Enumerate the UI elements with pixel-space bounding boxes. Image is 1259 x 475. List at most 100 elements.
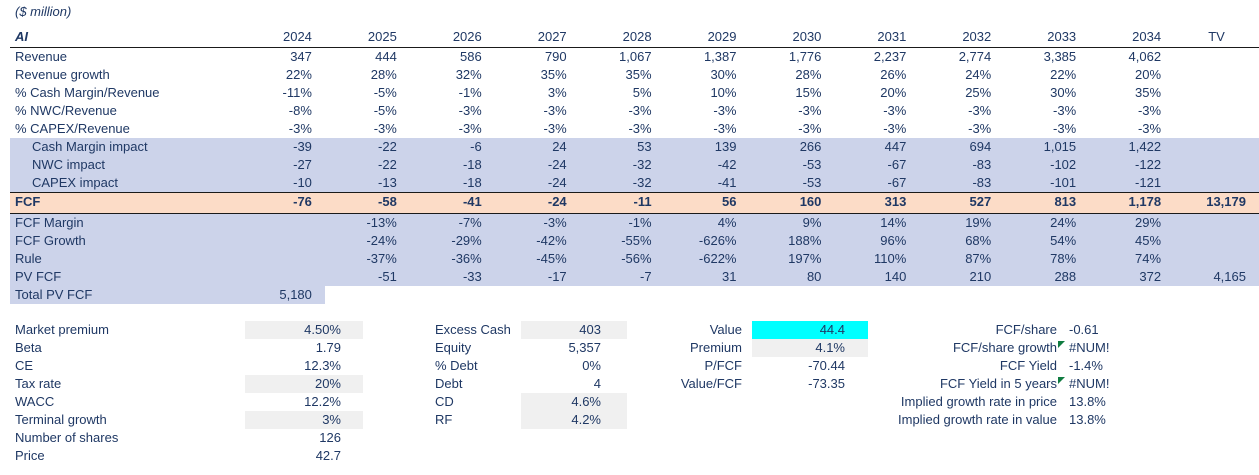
param-label[interactable]: Tax rate (15, 376, 62, 391)
cell[interactable]: -24 (547, 175, 567, 190)
cell[interactable]: 288 (1054, 269, 1077, 284)
cell[interactable]: -1% (628, 215, 652, 230)
cell[interactable]: 4,062 (1128, 49, 1162, 64)
cell[interactable] (240, 214, 325, 232)
cell[interactable]: 78% (1050, 251, 1077, 266)
cell[interactable]: -24 (547, 157, 567, 172)
cell[interactable]: -3% (1137, 103, 1162, 118)
cell[interactable]: -7% (458, 215, 482, 230)
cell[interactable]: 19% (965, 215, 992, 230)
cell[interactable]: 20% (1135, 67, 1162, 82)
cell[interactable] (1089, 286, 1174, 304)
year-header-2032[interactable]: 2032 (962, 29, 992, 44)
param-label[interactable]: Value (709, 322, 742, 337)
param-label[interactable]: Terminal growth (15, 412, 107, 427)
cell[interactable]: -3% (968, 103, 992, 118)
year-header-tv[interactable]: TV (1208, 29, 1225, 44)
param-label[interactable]: P/FCF (704, 358, 742, 373)
cell[interactable]: 4% (717, 215, 737, 230)
cell[interactable]: -17 (547, 269, 567, 284)
row-label[interactable]: % NWC/Revenue (15, 103, 117, 118)
cell[interactable]: 26% (880, 67, 907, 82)
cell[interactable]: 15% (795, 85, 822, 100)
cell[interactable]: 447 (884, 139, 907, 154)
cell[interactable]: 25% (965, 85, 992, 100)
cell[interactable]: 694 (969, 139, 992, 154)
year-header-2031[interactable]: 2031 (877, 29, 907, 44)
cell[interactable]: 68% (965, 233, 992, 248)
cell[interactable]: 87% (965, 251, 992, 266)
cell[interactable] (749, 286, 834, 304)
cell[interactable]: 9% (802, 215, 822, 230)
cell[interactable]: -3% (543, 121, 567, 136)
cell[interactable]: 29% (1135, 215, 1162, 230)
param-label[interactable]: Excess Cash (435, 322, 511, 337)
cell[interactable]: -8% (288, 103, 312, 118)
cell[interactable]: -32 (632, 175, 652, 190)
cell[interactable]: -3% (458, 103, 482, 118)
cell[interactable]: -3% (713, 103, 737, 118)
cell[interactable]: 56 (722, 194, 737, 209)
param-value[interactable]: -0.61 (1069, 322, 1099, 337)
cell[interactable]: -3% (883, 121, 907, 136)
param-value[interactable]: 20% (245, 375, 363, 393)
cell[interactable]: -37% (366, 251, 397, 266)
cell[interactable]: 3,385 (1043, 49, 1077, 64)
cell[interactable]: 35% (1135, 85, 1162, 100)
cell[interactable]: -29% (451, 233, 482, 248)
param-label[interactable]: FCF/share (995, 322, 1057, 337)
cell[interactable]: -42 (717, 157, 737, 172)
cell[interactable]: -3% (1137, 121, 1162, 136)
cell[interactable]: 13,179 (1206, 194, 1246, 209)
param-label[interactable]: Debt (435, 376, 463, 391)
row-label[interactable]: FCF Margin (15, 215, 84, 230)
cell[interactable]: 1,776 (788, 49, 822, 64)
cell[interactable] (1174, 286, 1259, 304)
year-header-2024[interactable]: 2024 (282, 29, 312, 44)
year-header-2027[interactable]: 2027 (537, 29, 567, 44)
cell[interactable]: -53 (802, 175, 822, 190)
param-label[interactable]: WACC (15, 394, 55, 409)
cell[interactable]: 24% (965, 67, 992, 82)
cell[interactable]: -5% (373, 103, 397, 118)
cell[interactable]: 527 (969, 194, 992, 209)
cell[interactable]: -76 (293, 194, 312, 209)
company-ticker[interactable]: AI (15, 29, 28, 44)
cell[interactable]: 2,237 (873, 49, 907, 64)
cell[interactable]: -53 (802, 157, 822, 172)
param-label[interactable]: Beta (15, 340, 42, 355)
cell[interactable]: -3% (543, 215, 567, 230)
cell[interactable]: -45% (536, 251, 567, 266)
cell[interactable]: -11% (282, 85, 312, 100)
param-label[interactable]: CE (15, 358, 34, 373)
cell[interactable] (410, 286, 495, 304)
cell[interactable]: 5,180 (240, 286, 325, 304)
param-label[interactable]: Value/FCF (680, 376, 742, 391)
cell[interactable]: -6 (470, 139, 482, 154)
param-value[interactable]: -70.44 (808, 358, 845, 373)
excel-error-indicator-icon[interactable] (1058, 341, 1065, 348)
cell[interactable]: 24% (1050, 215, 1077, 230)
cell[interactable]: -67 (887, 157, 907, 172)
cell[interactable]: -13 (378, 175, 397, 190)
cell[interactable]: -3% (1053, 121, 1077, 136)
row-label[interactable]: Revenue growth (15, 67, 110, 82)
cell[interactable]: -3% (1053, 103, 1077, 118)
cell[interactable] (325, 286, 410, 304)
cell[interactable]: -33 (462, 269, 482, 284)
cell[interactable]: -3% (628, 121, 652, 136)
cell[interactable]: -102 (1050, 157, 1077, 172)
cell[interactable]: 210 (969, 269, 992, 284)
row-label[interactable]: PV FCF (15, 269, 62, 284)
cell[interactable]: 14% (880, 215, 907, 230)
cell[interactable]: 54% (1050, 233, 1077, 248)
cell[interactable]: 3% (547, 85, 567, 100)
row-label[interactable]: FCF Growth (15, 233, 86, 248)
cell[interactable]: -3% (883, 103, 907, 118)
cell[interactable]: -3% (713, 121, 737, 136)
year-header-2025[interactable]: 2025 (367, 29, 397, 44)
cell[interactable]: -22 (378, 157, 397, 172)
param-value[interactable]: 126 (319, 430, 341, 445)
year-header-2028[interactable]: 2028 (622, 29, 652, 44)
param-value[interactable]: 1.79 (315, 340, 341, 355)
